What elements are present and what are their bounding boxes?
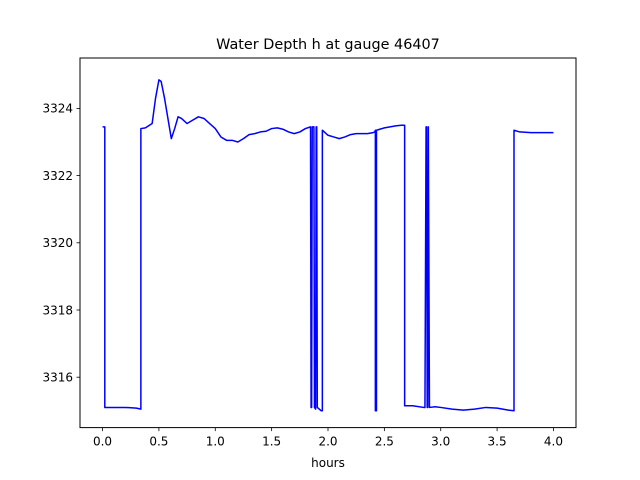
y-tick-label: 3324 bbox=[42, 102, 73, 116]
x-tick-label: 1.5 bbox=[262, 435, 281, 449]
plot-area bbox=[102, 79, 554, 412]
series-line-0 bbox=[102, 79, 554, 412]
x-tick-label: 3.0 bbox=[431, 435, 450, 449]
x-tick-label: 4.0 bbox=[544, 435, 563, 449]
x-tick-label: 0.0 bbox=[93, 435, 112, 449]
chart-title: Water Depth h at gauge 46407 bbox=[216, 37, 440, 53]
y-tick-label: 3318 bbox=[42, 303, 73, 317]
x-axis: 0.0 0.5 1.0 1.5 2.0 2.5 3.0 3.5 4.0 bbox=[93, 427, 563, 449]
y-tick-label: 3322 bbox=[42, 169, 73, 183]
x-tick-label: 2.0 bbox=[318, 435, 337, 449]
x-tick-label: 2.5 bbox=[375, 435, 394, 449]
y-tick-label: 3320 bbox=[42, 236, 73, 250]
y-tick-label: 3316 bbox=[42, 371, 73, 385]
x-tick-label: 3.5 bbox=[488, 435, 507, 449]
y-axis: 3316 3318 3320 3322 3324 bbox=[42, 102, 80, 385]
x-axis-label: hours bbox=[311, 456, 345, 470]
x-tick-label: 1.0 bbox=[206, 435, 225, 449]
x-tick-label: 0.5 bbox=[149, 435, 168, 449]
